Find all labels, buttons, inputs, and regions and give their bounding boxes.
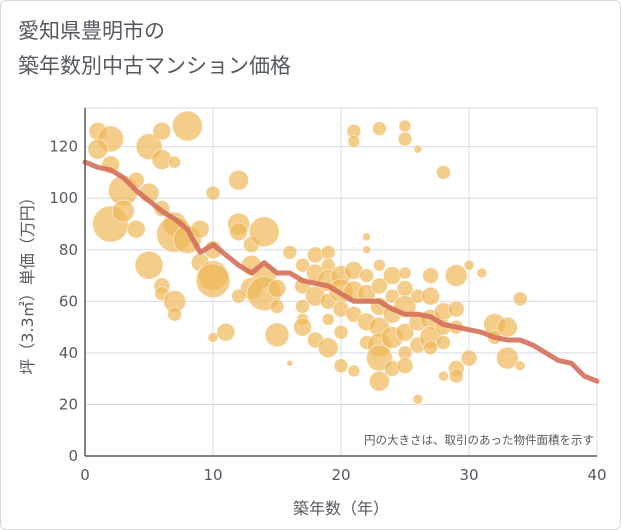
bubble-point	[495, 346, 519, 370]
x-axis-label: 築年数（年）	[293, 499, 389, 518]
bubble-point	[152, 121, 172, 141]
bubble-point	[295, 257, 311, 273]
bubble-point	[347, 364, 361, 378]
bubble-point	[448, 368, 464, 384]
bubble-point	[264, 322, 290, 348]
bubble-point	[372, 258, 386, 272]
axes: 0 10 20 30 40 0 20 40 60 80 100 120	[49, 108, 607, 484]
bubble-point	[282, 244, 298, 260]
bubble-point	[362, 245, 372, 255]
bubble-point	[333, 324, 349, 340]
bubble-point	[171, 110, 203, 142]
x-tick-label: 0	[80, 466, 90, 484]
bubble-point	[229, 222, 249, 242]
bubble-point	[134, 250, 164, 280]
y-tick-label: 0	[68, 447, 78, 465]
bubble-point	[396, 280, 414, 297]
bubble-point	[435, 165, 451, 180]
bubble-point	[321, 312, 335, 326]
bubble-point	[126, 219, 146, 239]
bubble-point	[306, 246, 324, 264]
bubble-point	[228, 169, 250, 191]
bubble-point	[216, 322, 236, 342]
bubble-point	[384, 288, 400, 304]
bubble-point	[396, 357, 414, 375]
bubble-point	[397, 131, 413, 147]
x-tick-label: 20	[331, 466, 350, 484]
y-tick-label: 100	[49, 189, 78, 207]
bubble-point	[463, 259, 475, 271]
bubble-point	[421, 286, 441, 306]
bubble-point	[514, 360, 526, 372]
y-tick-label: 80	[59, 241, 78, 259]
trend-layer	[82, 159, 600, 384]
chart-title-line1: 愛知県豊明市の	[18, 19, 165, 43]
bubble-point	[476, 267, 488, 279]
y-tick-label: 60	[59, 292, 78, 310]
bubble-point	[435, 335, 451, 350]
bubble-point	[267, 279, 287, 298]
y-tick-label: 40	[59, 344, 78, 362]
bubble-point	[359, 268, 375, 283]
bubble-point	[248, 216, 280, 248]
bubble-point	[382, 266, 402, 285]
bubble-point	[512, 291, 528, 307]
x-tick-label: 10	[203, 466, 222, 484]
chart-title-line2: 築年数別中古マンション価格	[18, 54, 291, 78]
y-tick-label: 120	[49, 138, 78, 156]
bubble-point	[423, 340, 439, 356]
bubble-point	[195, 263, 231, 299]
bubble-point	[205, 185, 221, 201]
bubble-point	[437, 370, 449, 382]
bubble-point	[190, 219, 210, 239]
bubble-point	[398, 119, 412, 133]
bubble-point	[347, 135, 361, 148]
bubble-point	[317, 337, 339, 359]
bubble-point	[112, 199, 135, 223]
bubble-point	[231, 288, 247, 304]
bubble-point	[333, 358, 349, 374]
bubble-point	[460, 349, 478, 367]
bubble-point	[87, 138, 109, 160]
bubble-point	[269, 299, 285, 314]
bubble-point	[422, 267, 440, 284]
bubble-point	[362, 232, 372, 242]
bubble-point	[413, 144, 423, 154]
bubble-point	[368, 370, 390, 392]
bubble-point	[320, 244, 336, 260]
bubble-point	[207, 332, 219, 343]
bubble-point	[168, 155, 182, 169]
y-tick-label: 20	[59, 395, 78, 413]
bubble-point	[447, 300, 465, 318]
x-tick-label: 40	[587, 466, 606, 484]
trend-line	[82, 159, 600, 384]
bubble-point	[370, 277, 388, 295]
x-tick-label: 30	[459, 466, 478, 484]
y-axis-label: 坪（3.3㎡）単価（万円）	[18, 189, 37, 374]
bubble-point	[395, 322, 415, 342]
bubble-point	[496, 316, 518, 338]
bubble-layer	[87, 110, 528, 405]
bubble-point	[293, 317, 313, 337]
bubble-point	[371, 121, 387, 137]
size-annotation: 円の大きさは、取引のあった物件面積を示す	[364, 433, 594, 447]
bubble-point	[412, 393, 424, 405]
bubble-point	[398, 266, 412, 280]
chart-title: 愛知県豊明市の 築年数別中古マンション価格	[18, 14, 291, 84]
bubble-point	[286, 359, 294, 367]
bubble-point	[167, 306, 183, 322]
bubble-point	[444, 264, 468, 287]
